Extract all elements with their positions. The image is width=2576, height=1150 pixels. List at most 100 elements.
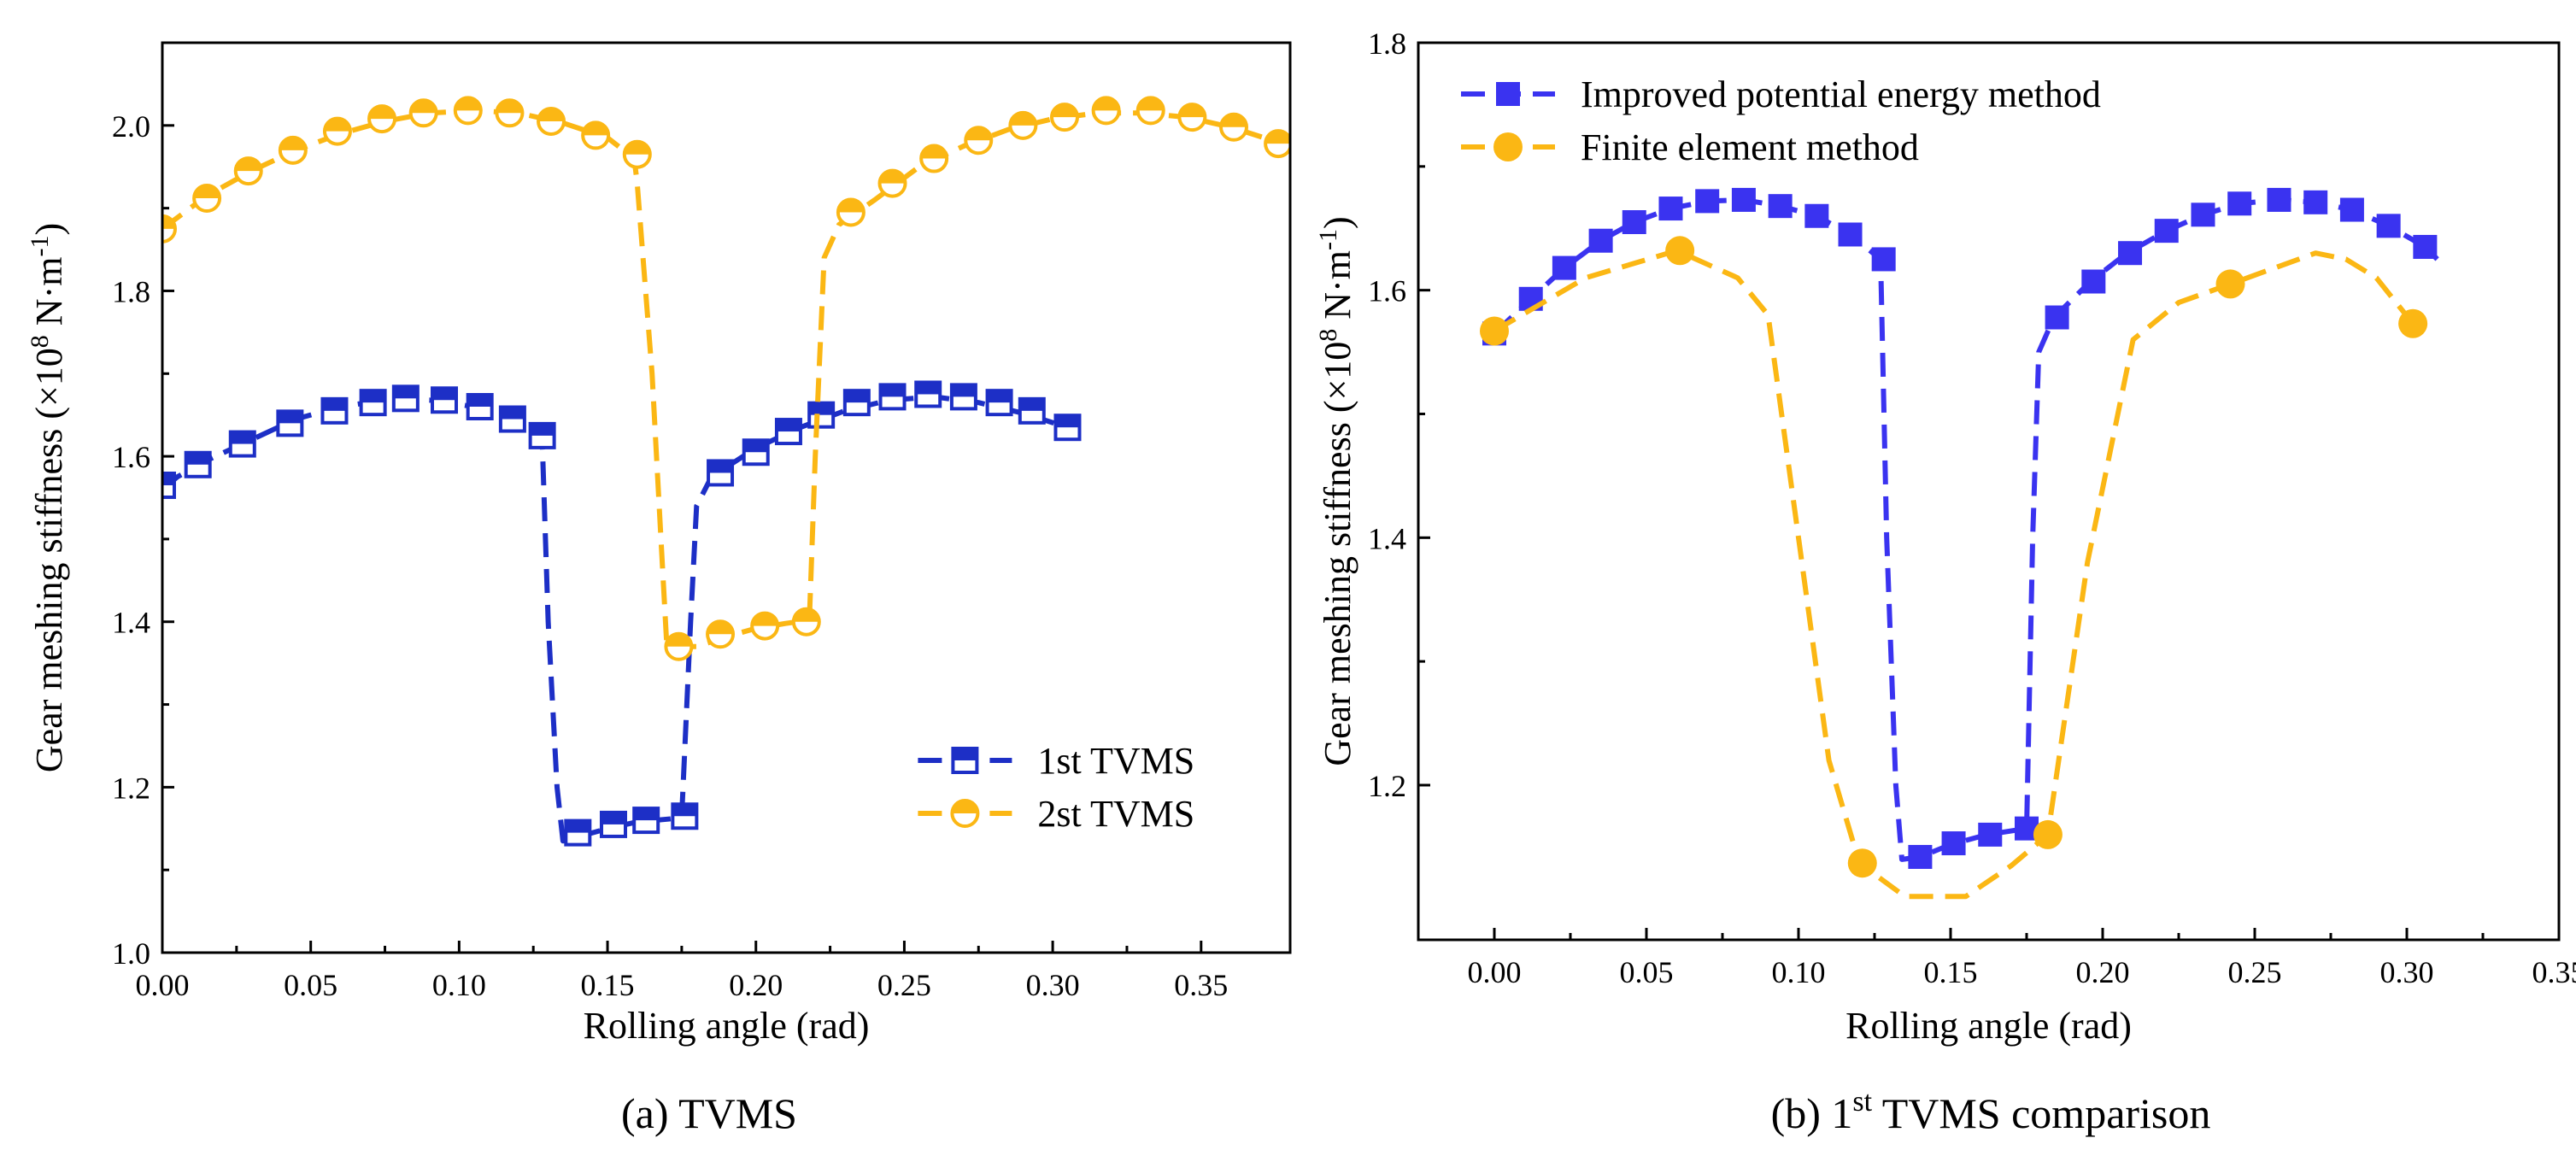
panel-a-series-2-marker-fill (279, 137, 306, 150)
panel-b-y-tick-label: 1.6 (1368, 274, 1406, 308)
panel-b-series-2-marker (2033, 819, 2063, 849)
panel-b-x-tick-label: 0.00 (1468, 955, 1522, 989)
panel-a-series-2-marker (581, 120, 611, 150)
panel-a-series-1-marker (1053, 414, 1082, 442)
panel-a-ticks: 0.00 0.05 0.10 0.15 0.20 0.25 0.30 0.35 1.0 1.2 1.… (112, 109, 1228, 1002)
panel-b-series-1-marker (1695, 189, 1720, 214)
panel-a-series-1-marker-fill (776, 420, 801, 432)
panel-a-series-1-marker (632, 807, 660, 835)
panel-a-legend-item-1-marker (951, 747, 979, 774)
panel-a-series-1-marker (276, 409, 304, 437)
panel-a-series-1-marker (914, 380, 942, 408)
panel-a-series-2-marker (1050, 103, 1079, 132)
panel-b-series-1-marker-fill (1622, 210, 1646, 234)
panel-b-series-1-marker-fill (1588, 228, 1613, 253)
panel-b-legend-item-1: Improved potential energy method (1461, 73, 2101, 115)
panel-a-series-1-marker-fill (880, 384, 905, 397)
panel-b-series-1-marker (1908, 844, 1933, 869)
panel-b-y-tick-label: 1.2 (1368, 769, 1406, 803)
panel-a-series-1-marker (431, 386, 458, 414)
panel-b-legend-item-2-marker (1493, 132, 1523, 161)
panel-b-caption-rest: TVMS comparison (1872, 1089, 2210, 1137)
panel-a-series-1-marker-fill (809, 402, 834, 415)
panel-b-series-1-marker-fill (2045, 305, 2069, 330)
panel-a-series-1-marker (600, 810, 627, 838)
panel-b-legend-item-1-marker (1496, 82, 1520, 106)
panel-a-series-2-marker (233, 156, 263, 186)
panel-a-legend-item-2: 2st TVMS (918, 793, 1194, 835)
panel-b-series-1-marker-fill (1978, 822, 2003, 847)
panel-a-series-1-marker-fill (634, 808, 659, 821)
panel-a-series-1-marker-fill (844, 390, 869, 403)
panel-a-series-2-marker-fill (1093, 97, 1119, 111)
panel-a-series-1-marker (774, 418, 802, 446)
panel-b-legend-item-2-marker-fill (1493, 132, 1523, 161)
panel-a-series-1-marker-fill (530, 423, 555, 436)
panel-b-series-1-marker (2045, 305, 2069, 330)
panel-b-y-label-unit: N·m (1317, 250, 1358, 329)
panel-a-series-1-marker (742, 438, 770, 466)
panel-a-series-2-marker-fill (455, 97, 481, 111)
panel-b-series-1-marker (2154, 219, 2179, 243)
panel-a-series-2-marker-fill (879, 170, 906, 184)
panel-b-x-tick-label: 0.25 (2228, 955, 2282, 989)
panel-b-series-1-marker-fill (2267, 187, 2291, 212)
panel-a-y-label-unit-exp: -1 (26, 236, 54, 257)
panel-a-x-tick-label: 0.10 (432, 968, 486, 1002)
panel-b: 0.00 0.05 0.10 0.15 0.20 0.25 0.30 0.35 1.2 1.4 1.… (1314, 26, 2576, 1137)
panel-b-series-1-marker (1838, 222, 1863, 247)
panel-a-series-2-marker (162, 214, 177, 243)
panel-a-series-1-marker-fill (500, 407, 525, 420)
panel-a-series-2-marker (408, 98, 438, 128)
panel-a-legend-item-2-label: 2st TVMS (1037, 793, 1194, 835)
panel-a-series-2-marker (367, 104, 397, 134)
panel-a-series-2-marker (1219, 112, 1248, 142)
panel-a-series-1-marker (949, 383, 977, 411)
panel-a-series-1-marker-fill (1055, 415, 1080, 428)
panel-a-series-1-marker-fill (672, 804, 697, 817)
panel-b-legend-item-2: Finite element method (1461, 126, 1919, 168)
panel-b-series-1-marker (2413, 234, 2438, 259)
panel-a-y-tick-label: 1.8 (112, 274, 150, 308)
panel-b-plot-area (1480, 187, 2439, 900)
panel-a-series-2-marker-fill (837, 199, 864, 213)
panel-a-legend: 1st TVMS 2st TVMS (918, 740, 1194, 835)
panel-b-series-1-marker-fill (1838, 222, 1863, 247)
panel-b-series-1-marker-fill (1658, 197, 1683, 221)
panel-a-series-1-marker (184, 450, 212, 478)
panel-b-series-1-marker (1622, 210, 1646, 234)
panel-a-series-2-marker-fill (194, 185, 220, 199)
panel-b-series-2-marker (2398, 308, 2428, 338)
panel-a-series-2-line (162, 108, 1290, 649)
panel-a-series-2-marker (192, 184, 222, 214)
panel-b-series-1-marker (2191, 202, 2215, 227)
panel-a-x-tick-label: 0.30 (1026, 968, 1080, 1002)
panel-b-series-2-marker-fill (2033, 819, 2063, 849)
panel-a-series-2-marker (278, 135, 308, 165)
panel-a-series-2-marker-fill (410, 100, 437, 114)
panel-a-series-1-marker-fill (432, 388, 456, 401)
panel-a-series-2-marker (877, 168, 907, 198)
panel-a-series-2-marker-fill (793, 608, 819, 622)
panel-a-y-tick-label: 2.0 (112, 109, 150, 144)
panel-a-x-tick-label: 0.25 (877, 968, 931, 1002)
panel-a-series-2-marker (706, 619, 736, 649)
panel-a-series-2-marker-fill (752, 613, 778, 626)
panel-a-series-2-marker (964, 126, 994, 155)
panel-a-series-2-marker (1177, 103, 1207, 132)
panel-a-series-1-marker (466, 393, 494, 420)
panel-b-series-1-marker-fill (1695, 189, 1720, 214)
panel-b-x-tick-label: 0.20 (2076, 955, 2130, 989)
panel-a-series-1-marker-fill (916, 382, 941, 395)
panel-a-x-tick-label: 0.05 (284, 968, 337, 1002)
panel-b-y-label-exp: 8 (1314, 329, 1342, 342)
panel-b-y-label-close: ) (1317, 216, 1358, 229)
panel-a-series-2-marker-fill (1221, 114, 1247, 127)
panel-b-y-axis-label: Gear meshing stiffness (×108 N·m-1) (1314, 216, 1358, 766)
panel-a-series-1-marker-fill (566, 820, 590, 833)
panel-b-series-1-marker-fill (1871, 247, 1896, 272)
panel-b-ticks: 0.00 0.05 0.10 0.15 0.20 0.25 0.30 0.35 1.2 1.4 1.… (1368, 26, 2576, 989)
panel-a-x-tick-label: 0.35 (1174, 968, 1228, 1002)
panel-b-series-1-marker-fill (2118, 241, 2143, 266)
